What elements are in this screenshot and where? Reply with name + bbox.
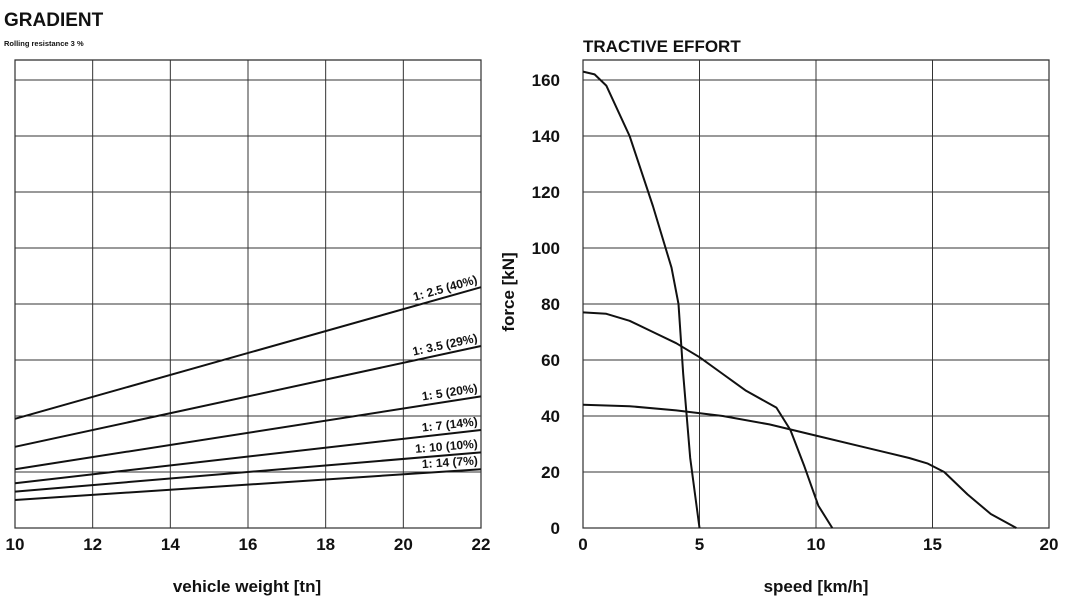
gradient-series-label: 1: 2.5 (40%) [411, 272, 478, 303]
gradient-series-line [14, 429, 482, 485]
gradient-chart-subtitle: Rolling resistance 3 % [4, 39, 84, 48]
tractive-grid [582, 59, 1050, 529]
gradient-x-tick-label: 22 [472, 535, 491, 554]
tractive-x-tick-label: 20 [1040, 535, 1059, 554]
gradient-series-label: 1: 10 (10%) [415, 437, 479, 456]
gradient-series-line [14, 395, 482, 471]
tractive-effort-curve [582, 311, 834, 529]
tractive-y-tick-label: 120 [532, 183, 560, 202]
gradient-chart-title: GRADIENT [4, 10, 104, 31]
tractive-y-tick-label: 20 [541, 463, 560, 482]
gradient-series-label: 1: 5 (20%) [421, 381, 479, 403]
gradient-series-label: 1: 14 (7%) [421, 453, 478, 471]
gradient-x-tick-labels: 10 12 14 16 18 20 22 [6, 535, 491, 554]
gradient-x-tick-label: 16 [239, 535, 258, 554]
tractive-effort-curve [582, 70, 701, 529]
tractive-y-axis-label: force [kN] [499, 252, 518, 331]
gradient-series-label: 1: 7 (14%) [421, 414, 478, 434]
gradient-x-axis-label: vehicle weight [tn] [173, 577, 321, 596]
tractive-tick-labels: 0 5 10 15 20 0 20 40 60 80 100 120 140 160 [532, 71, 1059, 554]
tractive-x-axis-label: speed [km/h] [764, 577, 869, 596]
tractive-series-group [582, 70, 1017, 529]
tractive-y-tick-label: 40 [541, 407, 560, 426]
gradient-series-line [14, 451, 482, 493]
tractive-y-tick-label: 100 [532, 239, 560, 258]
tractive-effort-chart-title: TRACTIVE EFFORT [583, 37, 741, 56]
gradient-x-tick-label: 20 [394, 535, 413, 554]
gradient-x-tick-label: 12 [83, 535, 102, 554]
gradient-series-group: 1: 2.5 (40%)1: 3.5 (29%)1: 5 (20%)1: 7 (… [14, 272, 482, 501]
gradient-grid [14, 59, 482, 529]
gradient-x-tick-label: 14 [161, 535, 180, 554]
tractive-x-tick-label: 15 [923, 535, 942, 554]
tractive-x-tick-label: 10 [807, 535, 826, 554]
tractive-x-tick-label: 5 [695, 535, 704, 554]
gradient-x-tick-label: 10 [6, 535, 25, 554]
gradient-series-line [14, 345, 482, 448]
gradient-series-line [14, 286, 482, 420]
tractive-effort-curve [582, 403, 1017, 529]
tractive-y-tick-label: 140 [532, 127, 560, 146]
gradient-x-tick-label: 18 [316, 535, 335, 554]
tractive-y-tick-label: 80 [541, 295, 560, 314]
tractive-y-tick-label: 0 [551, 519, 560, 538]
gradient-series-line [14, 468, 482, 501]
tractive-x-tick-label: 0 [578, 535, 587, 554]
tractive-y-tick-label: 160 [532, 71, 560, 90]
tractive-y-tick-label: 60 [541, 351, 560, 370]
